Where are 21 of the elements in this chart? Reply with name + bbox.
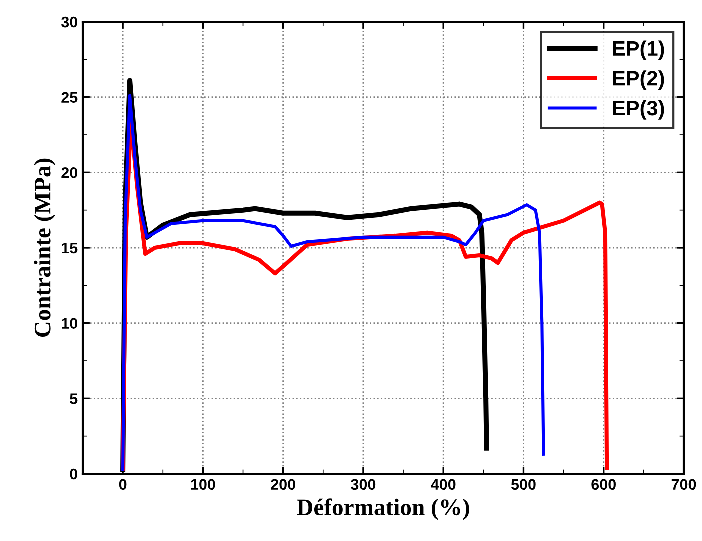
x-tick-label: 700	[672, 479, 696, 490]
y-tick-label: 25	[62, 92, 78, 104]
legend-label: EP(3)	[613, 100, 664, 120]
x-tick-label: 0	[119, 479, 127, 490]
x-tick-label: 100	[191, 479, 216, 490]
line-series	[122, 94, 546, 472]
x-axis-title: Déformation (%)	[297, 498, 470, 520]
y-tick-label: 30	[62, 16, 78, 28]
legend-label: EP(2)	[613, 70, 664, 90]
y-tick-label: 10	[62, 318, 78, 330]
x-tick-label: 500	[511, 479, 536, 490]
y-axis-title: Contrainte (MPa)	[34, 158, 56, 337]
x-tick-label: 600	[592, 479, 616, 490]
y-tick-label: 20	[62, 168, 78, 178]
y-tick-label: 15	[62, 243, 78, 254]
legend-label: EP(1)	[613, 40, 664, 60]
y-tick-label: 0	[70, 468, 78, 480]
y-tick-label: 5	[70, 394, 78, 404]
x-tick-label: 200	[271, 479, 296, 490]
x-tick-label: 400	[431, 479, 456, 490]
x-tick-label: 300	[351, 479, 376, 490]
